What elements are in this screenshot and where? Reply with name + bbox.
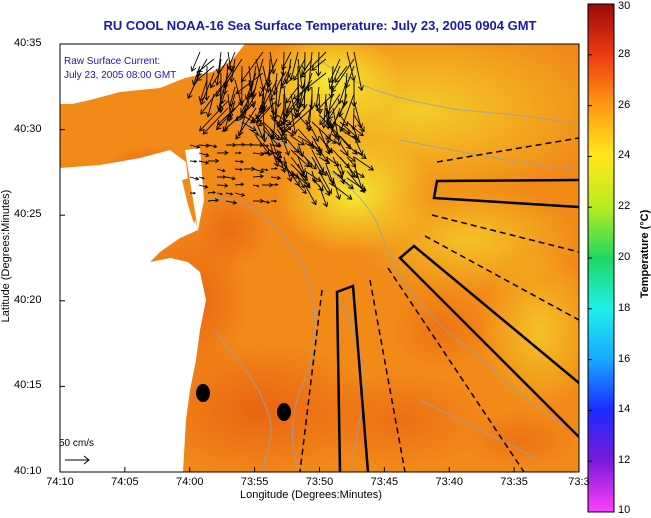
colorbar xyxy=(587,3,615,513)
colorbar-tick-label: 14 xyxy=(618,403,631,416)
y-tick-label: 40:25 xyxy=(14,208,42,221)
y-tick-label: 40:10 xyxy=(14,465,42,477)
map-title: RU COOL NOAA-16 Sea Surface Temperature:… xyxy=(103,18,537,33)
y-tick-label: 40:35 xyxy=(14,37,42,49)
x-tick-label: 73:40 xyxy=(435,476,464,488)
current-label: Raw Surface Current: xyxy=(64,56,161,67)
colorbar-tick-label: 18 xyxy=(618,301,631,314)
x-axis-label: Longitude (Degrees:Minutes) xyxy=(240,489,382,501)
colorbar-tick-label: 10 xyxy=(618,504,631,516)
sst-field xyxy=(60,44,579,472)
colorbar-tick-label: 20 xyxy=(618,251,631,263)
colorbar-label: Temperature (°C) xyxy=(639,209,651,299)
current-vectors xyxy=(187,51,375,208)
colorbar-tick-label: 26 xyxy=(618,98,631,111)
colorbar-tick-label: 24 xyxy=(618,149,631,162)
mooring-dot xyxy=(277,403,291,421)
land-long-island xyxy=(60,44,245,104)
current-time: July 23, 2005 08:00 GMT xyxy=(64,70,177,81)
scale-arrow xyxy=(65,455,90,465)
x-tick-label: 74:05 xyxy=(111,476,139,488)
colorbar-tick-label: 16 xyxy=(618,352,631,365)
colorbar-tick-label: 22 xyxy=(618,200,631,213)
colorbar-tick-label: 12 xyxy=(618,454,631,467)
y-tick-label: 40:20 xyxy=(14,293,42,306)
x-tick-label: 74:10 xyxy=(46,476,74,488)
y-tick-label: 40:30 xyxy=(14,122,42,135)
x-tick-label: 73:35 xyxy=(500,476,528,488)
land-new-jersey xyxy=(60,150,206,472)
y-axis-label: Latitude (Degrees:Minutes) xyxy=(0,189,12,323)
colorbar-tick-label: 28 xyxy=(618,47,631,60)
y-tick-label: 40:15 xyxy=(14,379,42,392)
x-tick-label: 73:50 xyxy=(305,476,334,488)
x-tick-label: 74:00 xyxy=(175,476,204,488)
x-tick-label: 73:3 xyxy=(568,476,590,488)
x-tick-label: 73:45 xyxy=(370,476,399,488)
colorbar-tick-label: 30 xyxy=(618,0,631,12)
x-tick-label: 73:55 xyxy=(240,476,269,488)
glider-transects xyxy=(299,137,579,472)
scale-label: 50 cm/s xyxy=(59,438,95,449)
mooring-dot xyxy=(196,384,210,402)
